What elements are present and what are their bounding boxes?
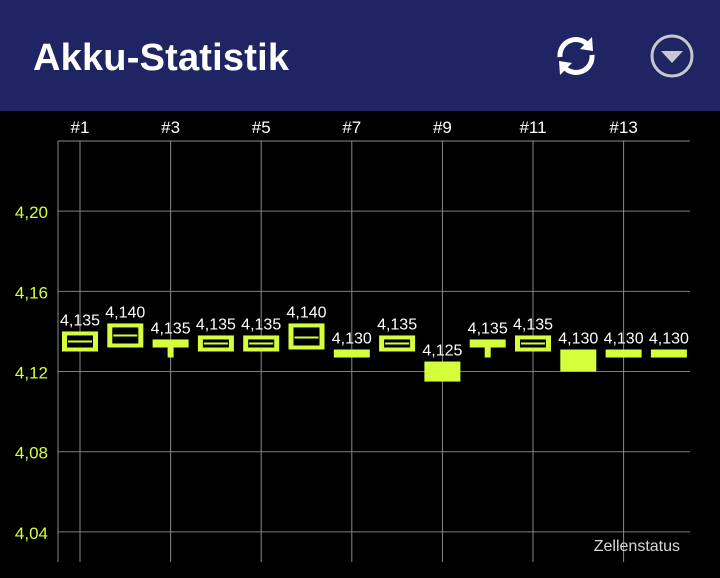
app-bar: Akku-Statistik	[0, 0, 720, 111]
cell-candle	[333, 349, 370, 358]
x-tick-label: #5	[252, 118, 271, 137]
x-tick-label: #7	[342, 118, 361, 137]
y-tick-label: 4,20	[15, 203, 48, 222]
cell-value-label: 4,130	[558, 330, 598, 347]
app-title: Akku-Statistik	[33, 37, 290, 79]
cell-candle	[424, 361, 461, 382]
y-tick-label: 4,04	[15, 524, 48, 543]
cell-value-label: 4,130	[332, 330, 372, 347]
cell-value-label: 4,135	[151, 320, 191, 337]
cell-value-label: 4,140	[286, 304, 326, 321]
x-tick-label: #1	[71, 118, 90, 137]
chart-caption: Zellenstatus	[594, 538, 680, 555]
cell-value-label: 4,135	[241, 316, 281, 333]
cell-candle	[152, 339, 189, 348]
chart-svg: 4,20 4,16 4,12 4,08 4,04 #1 #3 #5 #7 #9 #11 #13 4,13…	[15, 118, 690, 562]
cell-candle	[560, 349, 597, 372]
x-tick-label: #9	[433, 118, 452, 137]
candle-tail	[167, 347, 174, 358]
y-tick-label: 4,08	[15, 444, 48, 463]
cell-candle	[469, 339, 506, 348]
y-tick-label: 4,16	[15, 283, 48, 302]
refresh-button[interactable]	[548, 28, 604, 84]
cell-value-label: 4,140	[105, 304, 145, 321]
cell-value-label: 4,125	[422, 343, 462, 360]
cell-status-chart: 4,20 4,16 4,12 4,08 4,04 #1 #3 #5 #7 #9 #11 #13 4,13…	[0, 111, 720, 573]
cell-value-label: 4,135	[196, 316, 236, 333]
x-tick-label: #13	[609, 118, 637, 137]
x-tick-label: #11	[519, 118, 546, 137]
cell-value-label: 4,135	[513, 316, 553, 333]
cell-candle	[605, 349, 642, 358]
cell-candle	[650, 349, 687, 358]
candle-tail	[484, 347, 491, 358]
cell-value-label: 4,135	[377, 316, 417, 333]
cell-value-label: 4,130	[604, 330, 644, 347]
cell-value-label: 4,135	[60, 312, 100, 329]
candle-inner	[293, 327, 320, 346]
cell-value-label: 4,135	[468, 320, 508, 337]
x-tick-label: #3	[161, 118, 180, 137]
dropdown-menu-button[interactable]	[644, 28, 700, 84]
y-tick-label: 4,12	[15, 364, 48, 383]
refresh-icon	[557, 37, 595, 75]
cell-value-label: 4,130	[649, 330, 689, 347]
dropdown-circle-icon	[650, 34, 694, 78]
